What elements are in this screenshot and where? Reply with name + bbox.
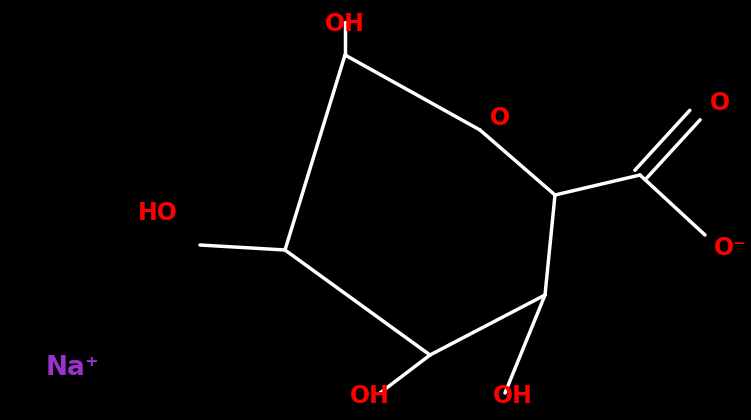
Text: OH: OH [325,12,365,36]
Text: OH: OH [493,384,533,408]
Text: O⁻: O⁻ [714,236,746,260]
Text: Na⁺: Na⁺ [45,355,99,381]
Text: OH: OH [350,384,390,408]
Text: O: O [490,106,510,130]
Text: O: O [710,91,730,115]
Text: HO: HO [138,201,178,225]
